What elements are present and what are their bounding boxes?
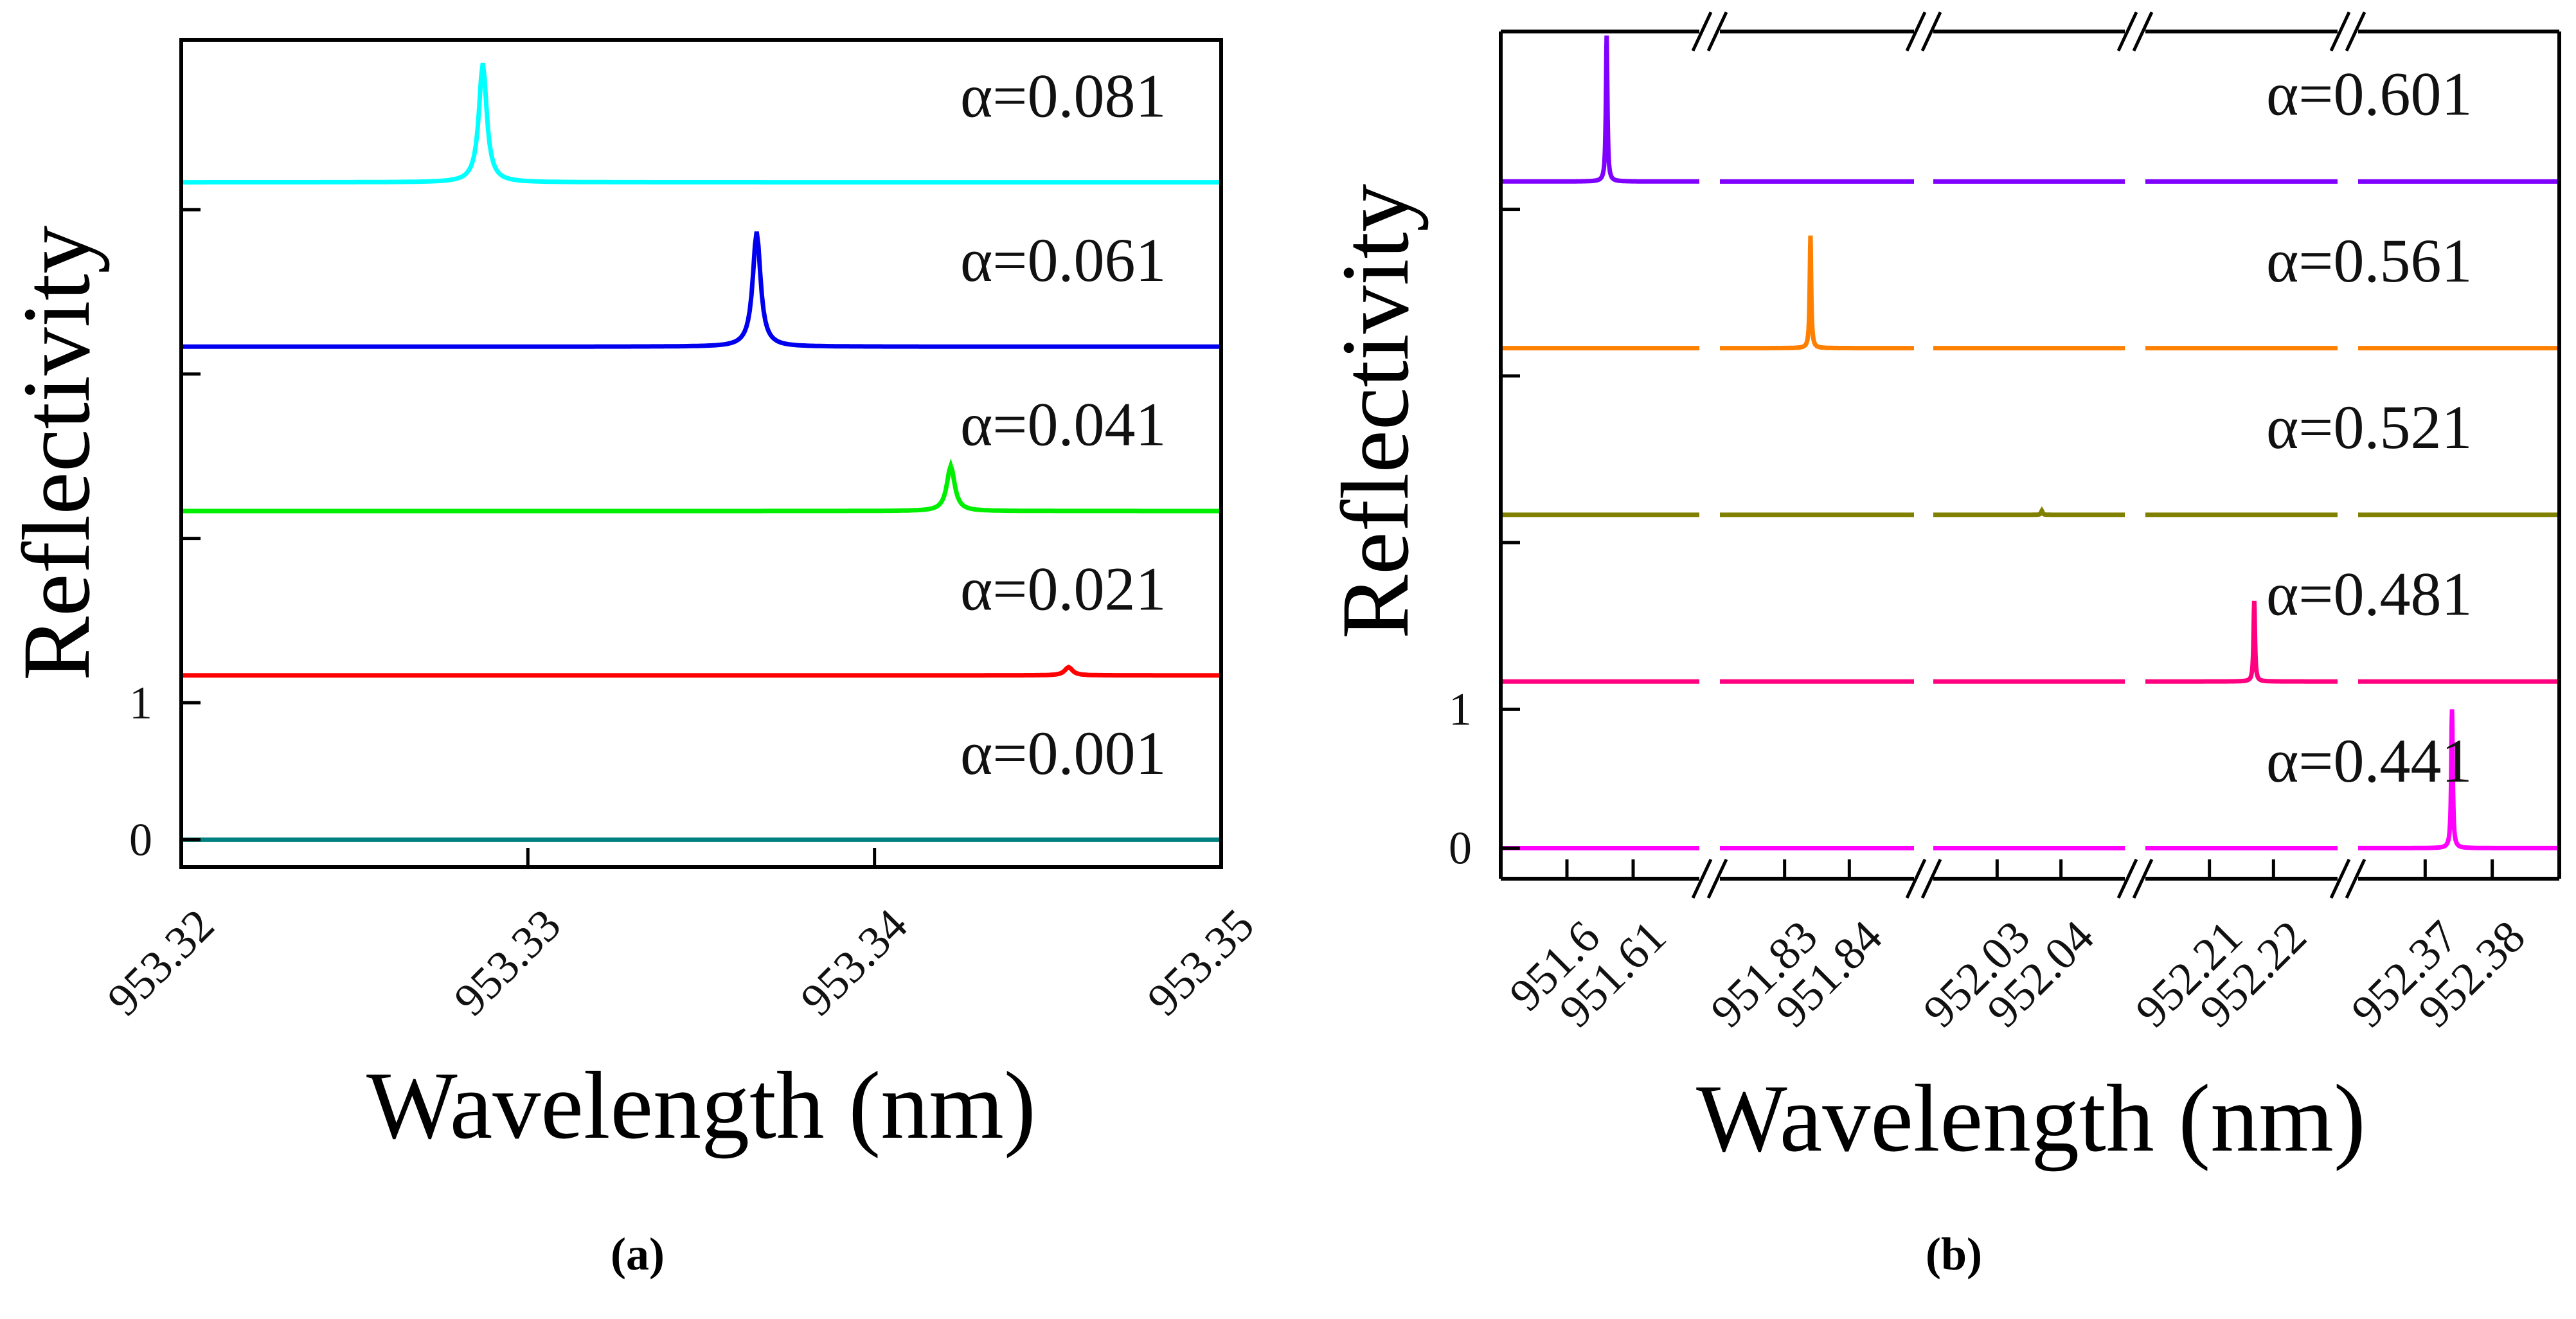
y-tick-label: 0 — [129, 814, 152, 865]
series-label: α=0.041 — [960, 390, 1166, 459]
caption-a: (a) — [611, 1228, 665, 1280]
axis-break-mark — [1920, 858, 1942, 899]
series-line-alpha-0.441 — [2358, 709, 2560, 850]
series-label: α=0.021 — [960, 554, 1166, 623]
x-axis-title-a: Wavelength (nm) — [366, 1052, 1036, 1159]
y-tick-label: 0 — [1449, 822, 1472, 874]
y-axis-title-b: Reflectivity — [1322, 184, 1429, 639]
axis-break-mark — [2345, 858, 2366, 899]
panel-a: Reflectivity Wavelength (nm) (a) α=0.001… — [3, 38, 1264, 1280]
plot-frame — [179, 38, 1223, 869]
y-tick-label: 1 — [129, 677, 152, 728]
x-tick-label: 953.35 — [1138, 899, 1264, 1026]
axis-break-mark — [2329, 11, 2351, 52]
x-tick-label: 953.34 — [791, 899, 917, 1026]
y-axis-title-a: Reflectivity — [3, 226, 110, 681]
series-label: α=0.601 — [2266, 60, 2472, 129]
axis-break-mark — [1920, 11, 1942, 52]
series-label: α=0.521 — [2266, 393, 2472, 462]
series-line-alpha-0.061 — [181, 231, 1221, 349]
series-label: α=0.001 — [960, 719, 1166, 787]
axis-break-mark — [1706, 858, 1728, 899]
series-label: α=0.081 — [960, 61, 1166, 130]
axis-break-mark — [2116, 11, 2138, 52]
axis-break-mark — [2345, 11, 2366, 52]
series-label: α=0.561 — [2266, 226, 2472, 295]
axis-break-mark — [2329, 858, 2351, 899]
axis-break-mark — [1691, 11, 1713, 52]
series-line-alpha-0.561 — [1720, 235, 1914, 351]
series-label: α=0.441 — [2266, 726, 2472, 795]
series-line-alpha-0.081 — [181, 62, 1221, 185]
axis-break-mark — [2132, 858, 2154, 899]
y-tick-label: 1 — [1449, 683, 1472, 735]
axis-break-mark — [1905, 11, 1927, 52]
series-line-alpha-0.041 — [181, 458, 1221, 514]
x-tick-label: 953.33 — [444, 899, 571, 1026]
x-tick-label: 953.32 — [98, 899, 224, 1026]
axis-break-mark — [2132, 11, 2154, 52]
axis-break-mark — [2116, 858, 2138, 899]
series-label: α=0.481 — [2266, 559, 2472, 628]
series-line-alpha-0.601 — [1501, 35, 1699, 184]
x-axis-title-b: Wavelength (nm) — [1696, 1065, 2366, 1172]
series-label: α=0.061 — [960, 226, 1166, 294]
series-line-alpha-0.481 — [2145, 600, 2338, 684]
axis-break-mark — [1691, 858, 1713, 899]
caption-b: (b) — [1926, 1228, 1982, 1280]
series-line-alpha-0.021 — [181, 664, 1221, 678]
series-line-alpha-0.521 — [1933, 506, 2125, 517]
axis-break-mark — [1905, 858, 1927, 899]
axis-break-mark — [1706, 11, 1728, 52]
panel-b: Reflectivity Wavelength (nm) (b) α=0.441… — [1322, 11, 2561, 1280]
